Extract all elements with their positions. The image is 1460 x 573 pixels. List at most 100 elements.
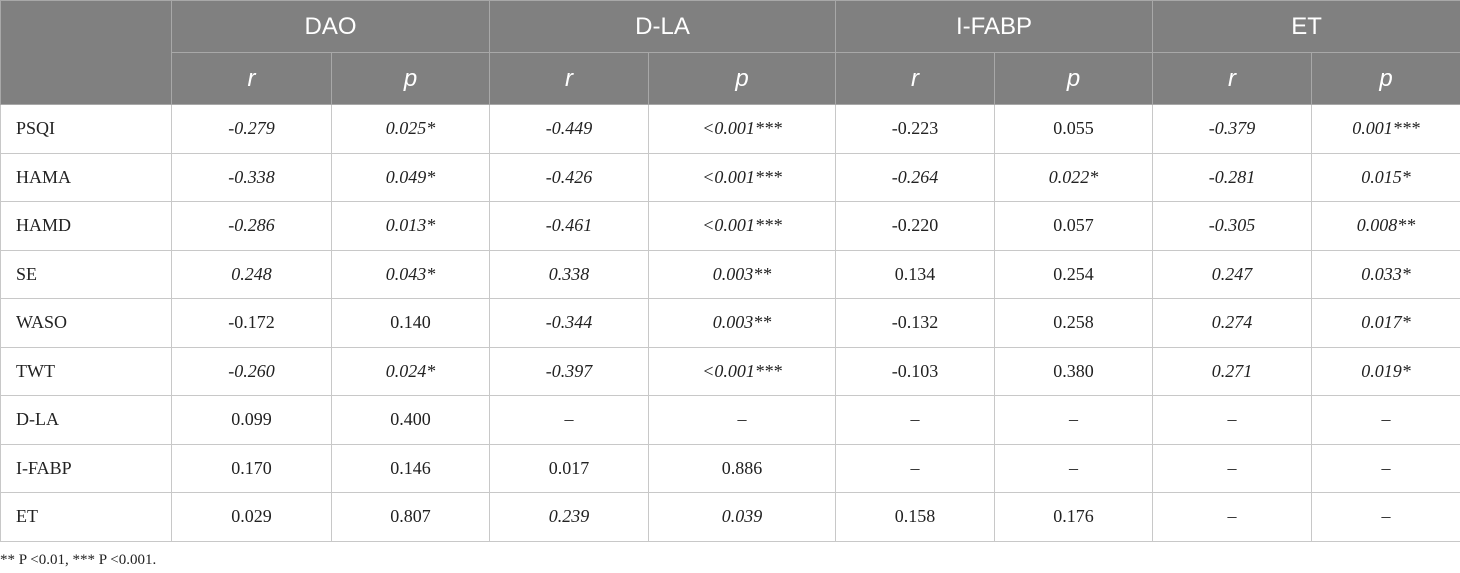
cell-p-value: –	[1311, 395, 1460, 445]
row-label: HAMA	[0, 152, 172, 202]
cell-p-value: 0.146	[330, 443, 491, 493]
cell-r-value: -0.379	[1152, 104, 1313, 154]
cell-r-value: 0.017	[489, 443, 650, 493]
cell-r-value: -0.281	[1152, 152, 1313, 202]
table-row: ET 0.029 0.807 0.239 0.039 0.158 0.176– –	[0, 492, 1460, 542]
cell-r-value: 0.029	[171, 492, 332, 542]
cell-p-value: –	[648, 395, 837, 445]
corner-header-cell	[0, 0, 172, 105]
cell-r-value: -0.132	[835, 298, 996, 348]
cell-r-value: –	[835, 443, 996, 493]
cell-p-value: 0.380	[994, 346, 1154, 396]
cell-p-value: 0.055	[994, 104, 1154, 154]
cell-r-value: -0.260	[171, 346, 332, 396]
subheader-p: p	[1311, 52, 1460, 105]
cell-r-value: 0.338	[489, 249, 650, 299]
table-row: I-FABP 0.170 0.146 0.017 0.886– – – –	[0, 443, 1460, 493]
subheader-row: r p r p r p r p	[1, 52, 1460, 105]
cell-r-value: 0.158	[835, 492, 996, 542]
cell-p-value: 0.001***	[1311, 104, 1460, 154]
table-row: HAMD -0.286 0.013* -0.461 <0.001*** -0.220 0.0…	[0, 201, 1460, 251]
row-label: WASO	[0, 298, 172, 348]
cell-r-value: –	[489, 395, 650, 445]
cell-p-value: <0.001***	[648, 104, 837, 154]
cell-r-value: -0.397	[489, 346, 650, 396]
cell-r-value: -0.449	[489, 104, 650, 154]
cell-p-value: 0.022*	[994, 152, 1154, 202]
cell-p-value: 0.025*	[330, 104, 491, 154]
group-header-et: ET	[1152, 0, 1460, 53]
cell-r-value: -0.461	[489, 201, 650, 251]
row-label: SE	[0, 249, 172, 299]
row-label: HAMD	[0, 201, 172, 251]
cell-p-value: <0.001***	[648, 346, 837, 396]
cell-p-value: 0.886	[648, 443, 837, 493]
cell-p-value: –	[994, 395, 1154, 445]
cell-r-value: 0.248	[171, 249, 332, 299]
table-row: TWT -0.260 0.024* -0.397 <0.001*** -0.103 0.38…	[0, 346, 1460, 396]
cell-r-value: -0.305	[1152, 201, 1313, 251]
subheader-p: p	[648, 52, 837, 105]
group-header-ifabp: I-FABP	[835, 0, 1154, 53]
cell-r-value: 0.274	[1152, 298, 1313, 348]
subheader-r: r	[1152, 52, 1313, 105]
table-row: D-LA 0.099 0.400– – – – – –	[0, 395, 1460, 445]
cell-r-value: -0.103	[835, 346, 996, 396]
cell-p-value: 0.039	[648, 492, 837, 542]
cell-r-value: -0.344	[489, 298, 650, 348]
cell-p-value: 0.057	[994, 201, 1154, 251]
cell-p-value: 0.043*	[330, 249, 491, 299]
cell-p-value: 0.024*	[330, 346, 491, 396]
cell-r-value: 0.271	[1152, 346, 1313, 396]
subheader-r: r	[835, 52, 996, 105]
table-row: WASO -0.172 0.140 -0.344 0.003** -0.132 0.258 0…	[0, 298, 1460, 348]
table-row: HAMA -0.338 0.049* -0.426 <0.001*** -0.264 0.0…	[0, 152, 1460, 202]
cell-r-value: –	[1152, 492, 1313, 542]
correlation-table: DAO D-LA I-FABP ET r p r p r p r p PSQI -…	[0, 0, 1460, 542]
cell-p-value: 0.140	[330, 298, 491, 348]
cell-p-value: 0.033*	[1311, 249, 1460, 299]
cell-r-value: -0.279	[171, 104, 332, 154]
group-header-dla: D-LA	[489, 0, 837, 53]
table-row: PSQI -0.279 0.025* -0.449 <0.001*** -0.223 0.0…	[0, 104, 1460, 154]
cell-p-value: 0.003**	[648, 249, 837, 299]
cell-p-value: 0.258	[994, 298, 1154, 348]
cell-r-value: –	[835, 395, 996, 445]
cell-p-value: –	[1311, 492, 1460, 542]
cell-p-value: <0.001***	[648, 201, 837, 251]
cell-r-value: 0.134	[835, 249, 996, 299]
cell-p-value: <0.001***	[648, 152, 837, 202]
row-label: D-LA	[0, 395, 172, 445]
cell-p-value: 0.019*	[1311, 346, 1460, 396]
row-label: ET	[0, 492, 172, 542]
cell-p-value: 0.049*	[330, 152, 491, 202]
cell-p-value: –	[1311, 443, 1460, 493]
cell-r-value: –	[1152, 395, 1313, 445]
cell-p-value: 0.400	[330, 395, 491, 445]
cell-p-value: 0.176	[994, 492, 1154, 542]
cell-r-value: 0.247	[1152, 249, 1313, 299]
subheader-p: p	[330, 52, 491, 105]
table-body: PSQI -0.279 0.025* -0.449 <0.001*** -0.223 0.0…	[0, 104, 1460, 542]
cell-r-value: -0.338	[171, 152, 332, 202]
cell-r-value: -0.223	[835, 104, 996, 154]
cell-p-value: 0.008**	[1311, 201, 1460, 251]
cell-r-value: -0.264	[835, 152, 996, 202]
cell-p-value: 0.807	[330, 492, 491, 542]
cell-r-value: 0.239	[489, 492, 650, 542]
subheader-r: r	[171, 52, 332, 105]
cell-p-value: 0.254	[994, 249, 1154, 299]
table-footnote: ** P <0.01, *** P <0.001.	[0, 552, 157, 568]
cell-r-value: -0.286	[171, 201, 332, 251]
row-label: I-FABP	[0, 443, 172, 493]
cell-r-value: 0.099	[171, 395, 332, 445]
cell-r-value: -0.172	[171, 298, 332, 348]
group-header-dao: DAO	[170, 0, 491, 53]
row-label: TWT	[0, 346, 172, 396]
cell-p-value: 0.017*	[1311, 298, 1460, 348]
group-header-row: DAO D-LA I-FABP ET	[0, 0, 1460, 105]
subheader-r: r	[489, 52, 650, 105]
row-label: PSQI	[0, 104, 172, 154]
cell-p-value: –	[994, 443, 1154, 493]
